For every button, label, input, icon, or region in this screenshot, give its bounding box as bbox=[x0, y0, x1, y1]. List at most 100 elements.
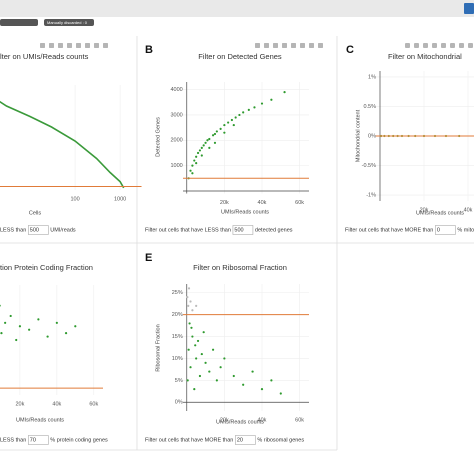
filter-text: Filter out cells that have MORE than bbox=[145, 437, 233, 443]
point bbox=[242, 383, 245, 386]
filter-input[interactable] bbox=[435, 225, 456, 235]
toolbar-icon bbox=[405, 43, 410, 48]
point bbox=[230, 118, 233, 122]
filter-text: Filter out cells that have MORE than bbox=[345, 227, 433, 233]
y-tick-label: 15% bbox=[172, 334, 183, 340]
x-tick-label: 20k bbox=[220, 200, 229, 206]
top-bar bbox=[0, 0, 474, 17]
point bbox=[196, 151, 200, 155]
point bbox=[223, 123, 226, 127]
toolbar-icon bbox=[432, 43, 437, 48]
toolbar-icon bbox=[468, 43, 473, 48]
y-tick-label: 20% bbox=[172, 312, 183, 318]
filter-input[interactable] bbox=[27, 225, 49, 235]
x-tick-label: 60k bbox=[89, 401, 98, 407]
chart-title: lter on UMIs/Reads counts bbox=[0, 52, 89, 61]
point bbox=[186, 379, 189, 382]
point bbox=[208, 370, 211, 373]
point bbox=[234, 116, 237, 119]
point bbox=[215, 130, 218, 133]
y-tick-label: 3000 bbox=[171, 112, 183, 118]
top-button[interactable] bbox=[464, 3, 474, 14]
chart-title: tion Protein Coding Fraction bbox=[0, 263, 93, 272]
y-tick-label: 2000 bbox=[171, 138, 183, 144]
y-axis-label: Ribosomal Fraction bbox=[155, 324, 161, 371]
toolbar-icon bbox=[441, 43, 446, 48]
point bbox=[270, 379, 273, 382]
point bbox=[46, 335, 49, 338]
toolbar-icon bbox=[309, 43, 314, 48]
y-tick-label: 5% bbox=[175, 378, 183, 384]
toolbar-icon bbox=[40, 43, 45, 48]
toolbar-icon bbox=[291, 43, 296, 48]
filter-input-value[interactable]: 500 bbox=[234, 227, 243, 233]
x-tick-label: 40k bbox=[464, 207, 473, 213]
point bbox=[195, 357, 198, 360]
toolbar-icon bbox=[300, 43, 305, 48]
point bbox=[74, 325, 77, 328]
toolbar-icon bbox=[76, 43, 81, 48]
point bbox=[187, 348, 190, 351]
x-tick-label: 1000 bbox=[114, 196, 126, 202]
point bbox=[232, 374, 235, 378]
point bbox=[190, 326, 193, 329]
point bbox=[270, 98, 273, 101]
chart-title: Filter on Detected Genes bbox=[198, 52, 282, 61]
plot bbox=[0, 85, 142, 190]
x-axis-label: Cells bbox=[29, 210, 41, 216]
toolbar-icon bbox=[58, 43, 63, 48]
y-tick-label: 10% bbox=[172, 356, 183, 362]
x-tick-label: 40k bbox=[258, 200, 267, 206]
filter-input[interactable] bbox=[235, 435, 256, 445]
point bbox=[191, 164, 194, 167]
point bbox=[200, 154, 203, 157]
point bbox=[251, 370, 254, 373]
filter-input-value[interactable]: 500 bbox=[30, 227, 39, 233]
filter-text: UMI/reads bbox=[50, 227, 76, 233]
filter-input[interactable] bbox=[232, 225, 254, 235]
point bbox=[189, 169, 192, 172]
panel-letter: C bbox=[346, 44, 354, 56]
point bbox=[194, 344, 197, 347]
filter-input-value[interactable]: 0 bbox=[437, 227, 440, 233]
point bbox=[206, 139, 209, 142]
filter-input[interactable] bbox=[27, 435, 49, 445]
x-tick-label: 40k bbox=[52, 401, 61, 407]
x-tick-label: 20k bbox=[420, 207, 429, 213]
point bbox=[4, 321, 7, 324]
toolbar-icon bbox=[67, 43, 72, 48]
point bbox=[283, 91, 286, 94]
x-tick-label: 20k bbox=[220, 417, 229, 423]
filter-text: % mitochondri bbox=[457, 227, 474, 233]
point bbox=[191, 309, 194, 312]
point bbox=[202, 331, 205, 334]
chart-title: Filter on Mitochondrial bbox=[388, 52, 462, 61]
y-tick-label: 0.5% bbox=[363, 104, 376, 110]
toolbar-icon bbox=[49, 43, 54, 48]
point bbox=[227, 121, 230, 124]
toolbar-icon bbox=[94, 43, 99, 48]
point bbox=[189, 300, 192, 303]
toolbar-icon bbox=[318, 43, 323, 48]
point bbox=[188, 322, 191, 325]
point bbox=[198, 149, 202, 152]
toolbar-icon bbox=[85, 43, 90, 48]
filter-input-value[interactable]: 20 bbox=[237, 437, 243, 443]
data-line bbox=[0, 100, 125, 189]
filter-text: LESS than bbox=[0, 227, 26, 233]
point bbox=[202, 144, 205, 147]
point bbox=[247, 108, 250, 111]
chart-title: Filter on Ribosomal Fraction bbox=[193, 263, 287, 272]
toolbar-icon bbox=[423, 43, 428, 48]
point bbox=[223, 131, 226, 134]
point bbox=[213, 141, 217, 144]
filter-input-value[interactable]: 70 bbox=[30, 437, 36, 443]
x-axis-label: UMIs/Reads counts bbox=[216, 419, 264, 425]
x-axis-label: UMIs/Reads counts bbox=[16, 417, 64, 423]
point bbox=[253, 106, 256, 109]
point bbox=[219, 127, 222, 130]
toolbar-icon bbox=[459, 43, 464, 48]
point bbox=[187, 304, 190, 307]
point bbox=[186, 296, 189, 299]
point bbox=[260, 388, 264, 391]
